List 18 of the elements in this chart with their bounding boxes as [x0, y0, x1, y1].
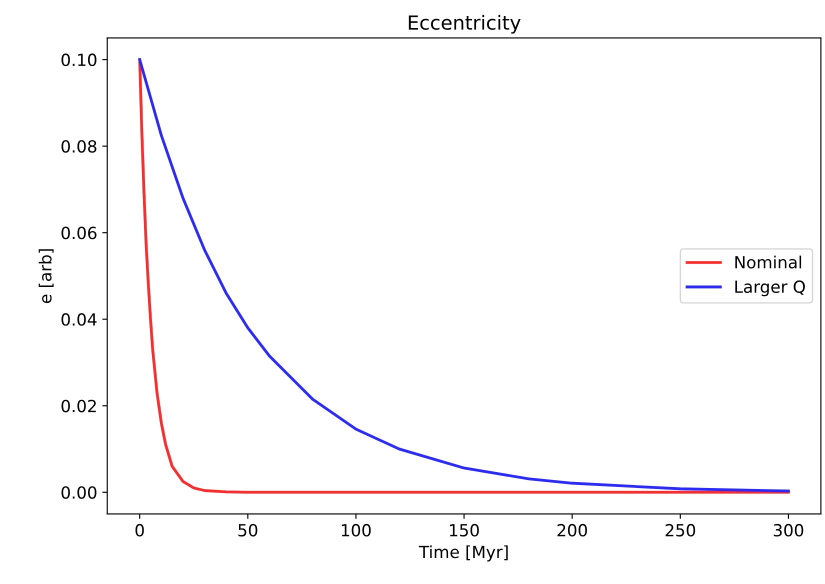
y-tick-label: 0.00: [62, 486, 96, 499]
legend-label: Larger Q: [735, 280, 805, 296]
y-tick-label: 0.06: [62, 226, 96, 240]
y-tick-label: 0.04: [62, 313, 97, 326]
x-tick-label: 50: [238, 524, 258, 537]
x-axis-title: Time [Myr]: [418, 545, 508, 562]
x-tick-label: 150: [450, 524, 479, 537]
x-tick-label: 250: [666, 524, 696, 537]
x-tick-label: 0: [135, 524, 144, 537]
y-tick-label: 0.02: [62, 400, 96, 412]
x-tick-label: 100: [342, 524, 371, 537]
legend-label: Nominal: [735, 256, 802, 269]
x-tick-label: 200: [558, 524, 587, 537]
x-tick-label: 300: [774, 524, 804, 537]
chart-title: Eccentricity: [408, 14, 521, 34]
y-axis-title: e [arb]: [38, 249, 54, 304]
y-tick-label: 0.08: [62, 140, 96, 153]
y-tick-label: 0.10: [62, 54, 96, 66]
